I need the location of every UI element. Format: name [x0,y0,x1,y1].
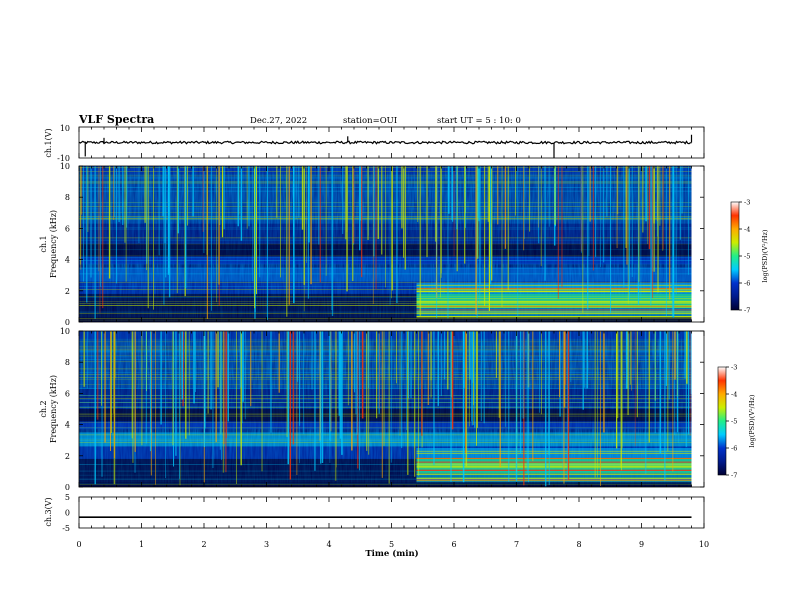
ch2-spectrogram-ylabel-channel: ch.2 [39,400,48,417]
frequency-tick-label: 2 [65,287,70,296]
time-tick-label: 10 [699,540,709,549]
time-tick-label: 5 [389,540,394,549]
colorbar-tick-label: -3 [744,199,750,207]
time-tick-label: 0 [76,540,81,549]
colorbar-ch2-ticks: -3 -4 -5 -6 -7 [726,364,737,480]
colorbar-tick-label: -3 [731,364,737,372]
ch1-ylabel: ch.1(V) [44,128,53,157]
spectrogram-band [79,432,692,447]
ch1-ytick-label: 10 [60,124,70,133]
time-tick-label: 6 [451,540,456,549]
ch1-waveform-spikes [84,134,693,158]
frequency-tick-label: 4 [65,421,70,430]
ch3-ytick-label: 5 [65,493,70,502]
figure-station: station=OUI [343,116,397,126]
ch2-spectrogram-yticks: 0 2 4 6 8 10 [60,327,704,492]
colorbar-ch2-label: log(PSD)(V²/Hz) [748,394,756,447]
spectrogram-band [79,409,692,422]
time-tick-label: 2 [201,540,206,549]
time-tick-label: 9 [639,540,644,549]
colorbar-tick-label: -7 [731,472,737,480]
spectrogram-band [79,421,692,430]
time-axis-ticks [78,127,705,528]
ch2-spectrogram-panel: 0 2 4 6 8 10 ch.2 Frequency (kHz) [39,327,705,492]
spectrogram-band [79,482,692,487]
colorbar-ch1-scale [730,201,740,311]
ch1-ytick-label: -10 [57,154,70,163]
frequency-tick-label: 10 [60,327,70,336]
colorbar-tick-label: -5 [744,253,750,261]
colorbar-tick-label: -4 [744,226,750,234]
colorbar-ch1: -3 -4 -5 -6 -7 log(PSD)(V²/Hz) [730,199,769,315]
frequency-tick-label: 8 [65,193,70,202]
ch1-waveform-panel: 10 -10 ch.1(V) [44,124,705,163]
colorbar-tick-label: -7 [744,307,750,315]
figure-title: VLF Spectra [78,113,154,126]
spectrogram-no-data [691,331,704,487]
ch1-spectrogram-ylabel-frequency: Frequency (kHz) [49,210,58,278]
ch3-waveform-yticks: 5 0 -5 [62,493,70,533]
frequency-tick-label: 10 [60,162,70,171]
spectrogram-band [79,331,692,339]
ch3-waveform-panel: 5 0 -5 ch.3(V) [44,493,705,533]
time-tick-label: 4 [326,540,331,549]
frequency-tick-label: 2 [65,452,70,461]
time-tick-label: 3 [264,540,269,549]
ch1-spectrogram-features [79,166,704,322]
ch2-spectrogram-features [79,331,704,487]
ch1-waveform-trace [78,140,692,145]
ch1-spectrogram-panel: 0 2 4 6 8 10 ch.1 Frequency (kHz) [39,162,705,327]
frequency-tick-label: 0 [65,483,70,492]
ch3-ytick-label: -5 [62,524,70,533]
frequency-tick-label: 8 [65,358,70,367]
spectrogram-no-data [691,166,704,322]
colorbar-tick-label: -6 [731,445,737,453]
time-axis-tick-labels: 0 1 2 3 4 5 6 7 8 9 10 [76,540,709,549]
spectrogram-band [79,388,692,409]
time-axis-label: Time (min) [365,548,418,559]
colorbar-ch2-scale [717,366,727,476]
time-tick-label: 1 [139,540,144,549]
ch3-ytick-label: 0 [65,509,70,518]
time-tick-label: 7 [514,540,519,549]
ch2-spectrogram-ylabel-frequency: Frequency (kHz) [49,375,58,443]
spectrogram-band [79,338,692,389]
time-tick-label: 8 [576,540,581,549]
frequency-tick-label: 6 [65,224,70,233]
ch1-spectrogram-ylabel-channel: ch.1 [39,235,48,252]
colorbar-tick-label: -4 [731,391,737,399]
colorbar-tick-label: -6 [744,280,750,288]
colorbar-ch2: -3 -4 -5 -6 -7 log(PSD)(V²/Hz) [717,364,756,480]
spectrogram-band [79,317,692,322]
frequency-tick-label: 4 [65,256,70,265]
colorbar-ch1-ticks: -3 -4 -5 -6 -7 [739,199,750,315]
colorbar-tick-label: -5 [731,418,737,426]
frequency-tick-label: 6 [65,389,70,398]
figure-date: Dec.27, 2022 [250,116,307,126]
ch1-spectrogram-yticks: 0 2 4 6 8 10 [60,162,704,327]
colorbar-ch1-label: log(PSD)(V²/Hz) [761,229,769,282]
frequency-tick-label: 0 [65,318,70,327]
ch3-ylabel: ch.3(V) [44,497,53,526]
figure-start-time: start UT = 5 : 10: 0 [437,116,521,126]
